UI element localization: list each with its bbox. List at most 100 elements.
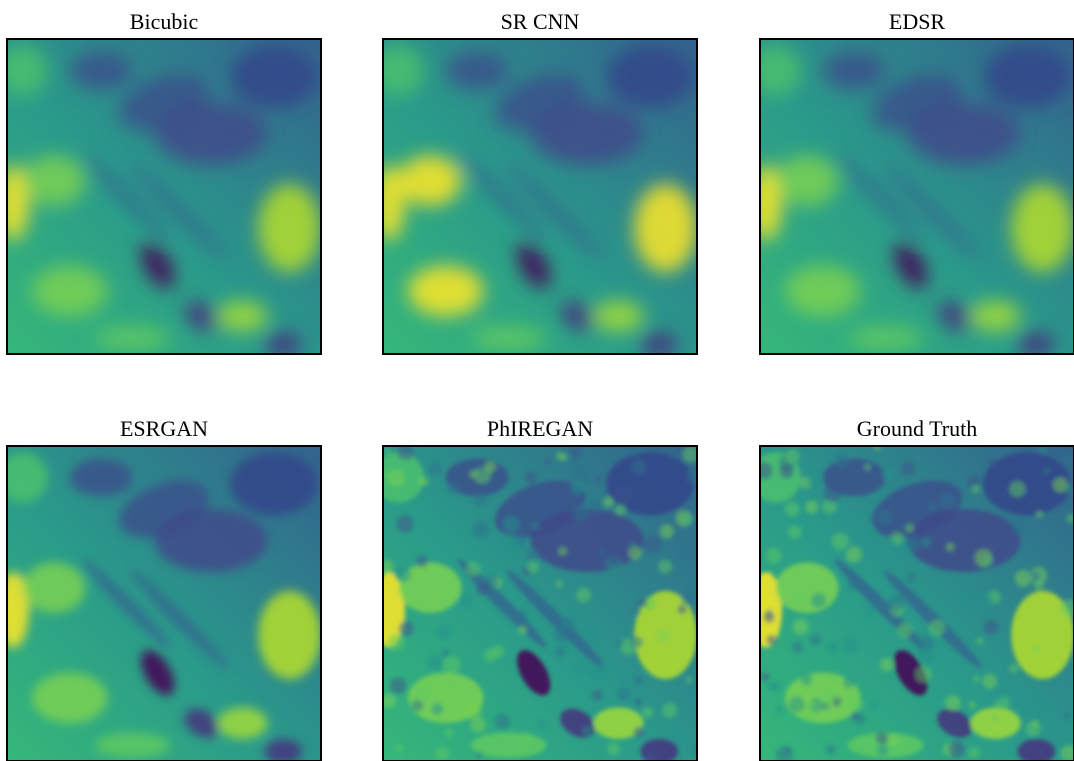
texture-speck [819, 689, 837, 707]
image-texture [7, 452, 321, 761]
texture-speck [842, 676, 855, 689]
texture-speck [1052, 477, 1068, 493]
texture-speck [494, 713, 511, 730]
texture-blob [258, 590, 321, 680]
texture-speck [788, 696, 806, 713]
texture-speck [627, 446, 640, 457]
texture-blob [154, 509, 268, 572]
texture-speck [478, 464, 486, 473]
texture-speck [810, 592, 827, 609]
texture-speck [987, 458, 995, 465]
texture-speck [945, 695, 961, 711]
texture-speck [881, 468, 894, 481]
texture-blob [970, 707, 1021, 739]
texture-speck [888, 734, 900, 747]
image-texture [760, 45, 1074, 354]
texture-speck [805, 500, 819, 514]
texture-speck [608, 553, 620, 565]
texture-speck [905, 523, 915, 533]
texture-speck [527, 561, 539, 573]
texture-speck [483, 648, 498, 663]
texture-blob [141, 650, 175, 696]
texture-blob [822, 51, 886, 90]
texture-speck [387, 633, 405, 652]
texture-speck [875, 732, 889, 745]
texture-speck [761, 672, 770, 682]
texture-speck [763, 611, 775, 624]
texture-speck [928, 502, 938, 512]
texture-speck [1060, 745, 1074, 761]
texture-blob [937, 301, 973, 331]
texture-speck [486, 574, 499, 587]
texture-speck [475, 751, 483, 759]
texture-blob [883, 163, 982, 262]
texture-speck [679, 549, 690, 559]
texture-speck [876, 744, 889, 757]
texture-blob [1011, 590, 1074, 680]
texture-speck [427, 654, 445, 671]
texture-speck [389, 677, 407, 695]
texture-speck [437, 625, 451, 640]
texture-blob [264, 738, 303, 761]
texture-speck [470, 717, 486, 733]
texture-blob [184, 301, 220, 331]
texture-blob [560, 301, 596, 331]
texture-speck [383, 559, 394, 574]
texture-blob [605, 45, 694, 109]
texture-speck [1009, 663, 1019, 674]
texture-speck [845, 546, 862, 563]
texture-speck [588, 663, 606, 681]
texture-blob [894, 650, 928, 696]
texture-speck [784, 501, 800, 517]
texture-speck [682, 446, 697, 463]
texture-speck [553, 626, 570, 642]
texture-speck [915, 666, 932, 683]
texture-blob [229, 452, 318, 516]
texture-blob [937, 708, 973, 738]
texture-speck [775, 746, 794, 761]
texture-speck [897, 622, 913, 638]
texture-speck [939, 493, 956, 509]
texture-speck [968, 746, 980, 759]
texture-speck [1018, 701, 1025, 709]
texture-speck [787, 525, 802, 539]
texture-speck [398, 620, 414, 637]
texture-speck [921, 537, 932, 548]
panel-title: PhIREGAN [487, 416, 593, 441]
texture-speck [675, 510, 692, 527]
texture-blob [506, 570, 605, 669]
texture-speck [792, 618, 809, 635]
panel-title: SR CNN [501, 9, 580, 34]
texture-blob [1011, 183, 1074, 273]
texture-speck [573, 465, 590, 482]
texture-speck [387, 469, 406, 487]
heatmap-image [7, 39, 321, 354]
panel-frame [382, 445, 698, 761]
texture-blob [760, 45, 801, 96]
texture-speck [418, 476, 429, 487]
texture-speck [861, 524, 877, 540]
texture-speck [971, 484, 981, 494]
texture-blob [94, 732, 171, 758]
texture-blob [32, 265, 108, 317]
texture-speck [888, 595, 905, 612]
texture-speck [1009, 481, 1026, 498]
texture-speck [502, 515, 520, 534]
texture-blob [517, 243, 551, 289]
texture-speck [637, 597, 648, 608]
texture-blob [775, 562, 839, 613]
texture-speck [458, 593, 473, 608]
texture-speck [685, 676, 693, 684]
texture-speck [443, 599, 452, 609]
texture-speck [435, 746, 449, 761]
texture-speck [629, 542, 637, 550]
texture-blob [217, 300, 268, 332]
texture-speck [793, 592, 806, 605]
texture-speck [976, 592, 995, 611]
texture-speck [576, 587, 592, 603]
texture-blob [264, 331, 303, 354]
texture-speck [607, 742, 620, 756]
texture-speck [1060, 599, 1074, 618]
texture-speck [1061, 453, 1074, 468]
texture-speck [630, 636, 644, 649]
